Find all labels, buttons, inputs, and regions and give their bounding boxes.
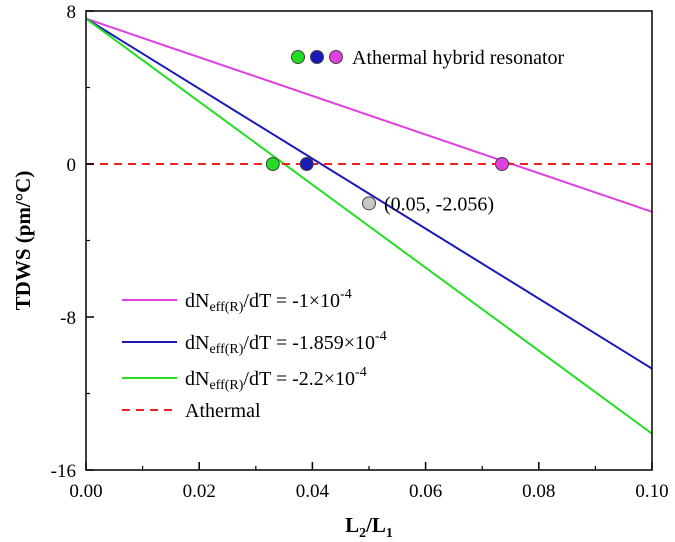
series-line-2 — [85, 17, 653, 435]
series-layer — [85, 17, 653, 435]
legend-dot-1 — [310, 50, 324, 64]
legend-rest-0: /dT = -1×10 — [243, 290, 340, 312]
point-label: (0.05, -2.056) — [384, 193, 494, 215]
x-title-slash: /L — [365, 513, 386, 537]
x-tick-label-2: 0.04 — [296, 481, 330, 502]
legend-entry-3: Athermal — [185, 400, 261, 422]
x-tick-label-5: 0.10 — [635, 481, 668, 502]
x-tick-label-3: 0.06 — [409, 481, 442, 502]
x-title-sub1: 1 — [386, 526, 393, 541]
legend-base-0: dN — [185, 290, 209, 312]
y-tick-label-2: -8 — [60, 308, 76, 329]
series-line-1 — [85, 17, 653, 370]
legend-dot-2 — [329, 50, 343, 64]
x-axis-title: L2/L1 — [345, 513, 393, 541]
legend-exp-1: -4 — [375, 329, 387, 344]
legend-base-3: Athermal — [185, 400, 261, 422]
y-tick-label-0: 8 — [67, 2, 77, 23]
data-point-3 — [362, 196, 376, 211]
y-tick-label-1: 0 — [67, 155, 77, 176]
x-title-sub2: 2 — [359, 526, 366, 541]
legend-entry-0: dNeff(R)/dT = -1×10-4 — [185, 287, 352, 315]
legend-sub-1: eff(R) — [209, 342, 243, 357]
data-point-2 — [495, 157, 510, 171]
points-layer — [265, 157, 510, 211]
ticks-layer: 0.00 0.02 0.04 0.06 0.08 0.10 8 0 -8 -16 — [51, 2, 669, 502]
legend-sub-2: eff(R) — [209, 378, 243, 393]
legend-title: Athermal hybrid resonator — [352, 47, 564, 69]
y-axis-title: TDWS (pm/°C) — [11, 171, 35, 311]
x-tick-label-1: 0.02 — [183, 481, 216, 502]
legend-base-1: dN — [185, 332, 209, 354]
legend-exp-0: -4 — [340, 287, 352, 302]
legend-rest-2: /dT = -2.2×10 — [243, 368, 355, 390]
data-point-0 — [265, 157, 280, 171]
legend-dot-0 — [291, 50, 305, 64]
series-line-0 — [85, 17, 653, 213]
legend-rest-1: /dT = -1.859×10 — [243, 332, 375, 354]
data-point-1 — [299, 157, 314, 171]
legend-entry-2: dNeff(R)/dT = -2.2×10-4 — [185, 365, 367, 393]
x-tick-label-4: 0.08 — [522, 481, 555, 502]
x-tick-label-0: 0.00 — [69, 481, 102, 502]
legend-exp-2: -4 — [355, 365, 367, 380]
legend-entry-1: dNeff(R)/dT = -1.859×10-4 — [185, 329, 387, 357]
x-title-l: L — [345, 513, 359, 537]
annotations: Athermal hybrid resonator (0.05, -2.056) — [291, 47, 564, 215]
legend-base-2: dN — [185, 368, 209, 390]
legend-sub-0: eff(R) — [209, 300, 243, 315]
y-tick-label-3: -16 — [51, 461, 76, 482]
